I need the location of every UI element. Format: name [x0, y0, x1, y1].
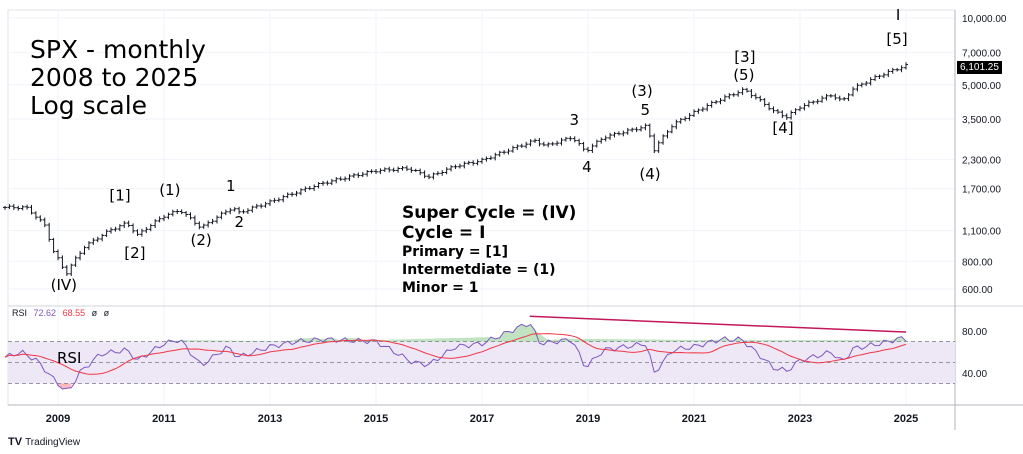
wave-label: [1] [109, 187, 130, 205]
y-tick-label: 600.00 [962, 285, 993, 296]
rsi-annotation: RSI [57, 349, 82, 367]
tradingview-icon: TV [8, 436, 23, 448]
x-tick-label: 2025 [894, 413, 918, 425]
legend-cycle: Cycle = I [402, 223, 486, 243]
wave-label: 2 [234, 213, 244, 231]
tradingview-logo[interactable]: TV TradingView [8, 436, 80, 448]
y-tick-label: 5,000.00 [962, 81, 1001, 92]
wave-label: 4 [582, 158, 592, 176]
y-tick-label: 7,000.00 [962, 48, 1001, 59]
wave-label: (3) [631, 82, 652, 100]
rsi-extra: ø [103, 308, 110, 318]
rsi-line [4, 323, 907, 390]
rsi-ma-line [4, 333, 907, 375]
wave-label: (2) [190, 231, 211, 249]
y-tick-label: 800.00 [962, 257, 993, 268]
rsi-header[interactable]: RSI 72.62 68.55 ø ø [12, 308, 113, 318]
x-tick-label: 2019 [576, 413, 600, 425]
y-tick-label: 1,700.00 [962, 185, 1001, 196]
x-tick-label: 2013 [258, 413, 282, 425]
legend-minor: Minor = 1 [402, 280, 479, 296]
title-line: Log scale [30, 91, 148, 120]
rsi-overbought-fill [168, 324, 906, 342]
legend-primary: Primary = [1] [402, 244, 509, 260]
last-price-tag: 6,101.25 [957, 61, 1002, 74]
x-tick-label: 2017 [470, 413, 494, 425]
title-line: SPX - monthly [30, 35, 206, 64]
y-tick-label: 1,100.00 [962, 227, 1001, 238]
wave-label: I [896, 6, 900, 24]
y-tick-label: 3,500.00 [962, 115, 1001, 126]
wave-label: (IV) [51, 276, 77, 294]
x-tick-label: 2009 [46, 413, 70, 425]
rsi-ma-value: 68.55 [62, 308, 86, 318]
x-tick-label: 2015 [364, 413, 388, 425]
y-tick-label: 10,000.00 [962, 14, 1007, 25]
chart-title: SPX - monthly 2008 to 2025 Log scale [30, 36, 206, 120]
x-tick-label: 2021 [682, 413, 706, 425]
wave-label: 5 [640, 101, 650, 119]
rsi-label: RSI [12, 308, 28, 318]
wave-label: (5) [733, 66, 754, 84]
rsi-tick-label: 40.00 [962, 369, 987, 380]
wave-label: [5] [886, 30, 907, 48]
wave-label: 1 [226, 177, 236, 195]
legend-intermediate: Intermetdiate = (1) [402, 262, 556, 278]
wave-label: (1) [159, 181, 180, 199]
x-tick-label: 2011 [152, 413, 176, 425]
wave-label: 3 [569, 111, 579, 129]
rsi-tick-label: 80.00 [962, 327, 987, 338]
wave-label: (4) [639, 165, 660, 183]
x-tick-label: 2023 [788, 413, 812, 425]
wave-label: [2] [124, 244, 145, 262]
wave-label: [4] [772, 119, 793, 137]
rsi-extra: ø [91, 308, 98, 318]
rsi-value: 72.62 [33, 308, 57, 318]
brand-label: TradingView [25, 436, 81, 448]
legend-supercycle: Super Cycle = (IV) [402, 203, 577, 223]
wave-legend: Super Cycle = (IV) Cycle = I Primary = [… [402, 203, 576, 297]
rsi-trendline [529, 315, 907, 333]
title-line: 2008 to 2025 [30, 63, 199, 92]
wave-label: [3] [734, 48, 755, 66]
y-tick-label: 2,300.00 [962, 156, 1001, 167]
